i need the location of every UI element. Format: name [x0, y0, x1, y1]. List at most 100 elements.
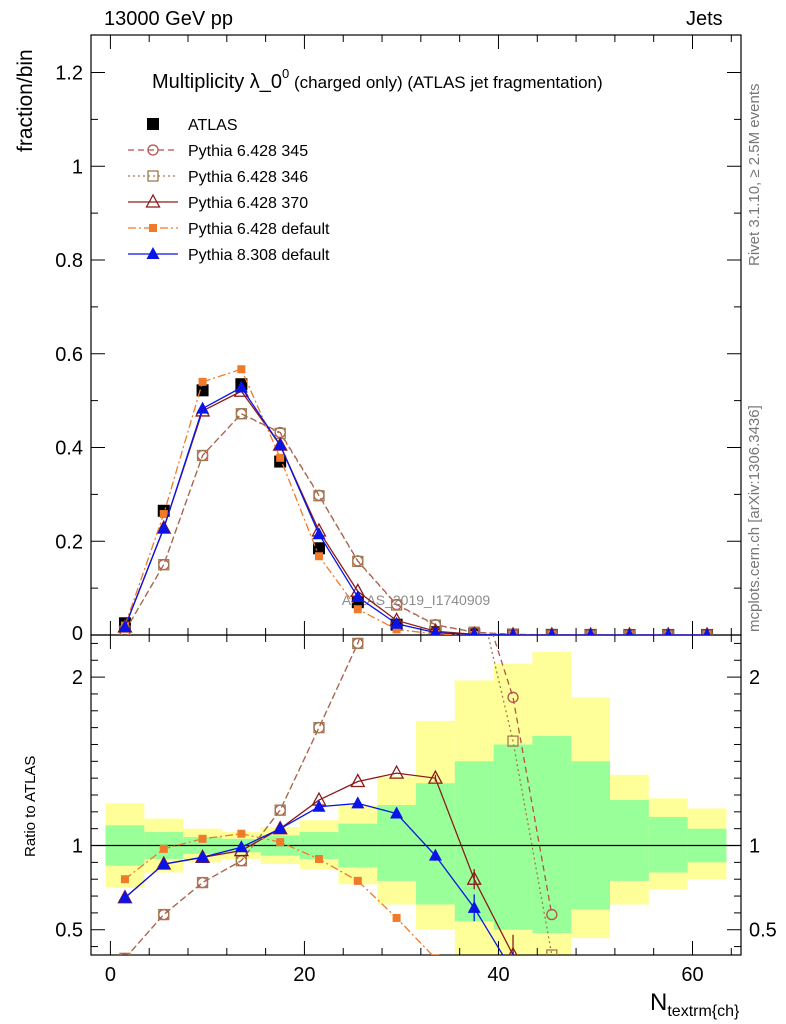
ratio-point-4	[234, 840, 248, 853]
ratio-point-3	[159, 844, 168, 853]
ratio-point-3	[120, 875, 129, 884]
ratio-point-0	[274, 804, 286, 816]
ratio-xtick-label: 0	[105, 964, 116, 986]
x-axis-label-main: N	[650, 989, 667, 1016]
ratio-ytick-label: 0.5	[55, 920, 83, 942]
ratio-point-3	[470, 993, 478, 1001]
ratio-point-0	[469, 571, 479, 581]
ratio-ytick-label: 2	[72, 667, 83, 689]
main-series	[117, 365, 714, 635]
ratio-xtick-label: 20	[293, 964, 315, 986]
chart-title-sup: 0	[282, 66, 289, 81]
main-ytick-label: 0	[72, 623, 83, 645]
ratio-ytick-label-right: 2	[749, 667, 760, 689]
main-ytick-label: 0.6	[55, 344, 83, 366]
ratio-point-3	[353, 876, 362, 885]
ratio-point-4	[467, 900, 481, 913]
data-point-2	[196, 449, 209, 462]
x-axis-label: Ntextrm{ch}	[650, 989, 740, 1020]
ratio-point-1	[430, 403, 440, 413]
ratio-point-4	[312, 799, 326, 812]
data-point-5	[273, 438, 287, 451]
chart-title-rest: (charged only) (ATLAS jet fragmentation)	[289, 73, 602, 92]
data-point-5	[470, 627, 479, 635]
main-ytick-label: 0.8	[55, 250, 83, 272]
ratio-point-4	[157, 857, 171, 870]
ratio-series	[117, 403, 558, 1001]
ratio-point-3	[392, 913, 401, 922]
data-point-5	[430, 625, 441, 635]
ratio-xtick-label: 40	[487, 964, 509, 986]
data-point-5	[548, 628, 556, 635]
legend-marker	[147, 118, 159, 130]
data-point-5	[509, 628, 517, 635]
data-point-5	[118, 620, 132, 633]
uncertainty-band-stat	[648, 816, 688, 873]
ratio-point-1	[119, 952, 131, 955]
series-line-4	[124, 368, 708, 635]
legend-marker	[147, 144, 159, 156]
ratio-point-2	[350, 773, 366, 788]
legend-label: Pythia 6.428 370	[188, 195, 308, 212]
header-right: Jets	[686, 8, 723, 30]
ratio-point-4	[351, 796, 365, 809]
data-point-5	[625, 628, 634, 635]
ratio-point-2	[427, 769, 443, 784]
ratio-point-4	[118, 890, 132, 903]
ratio-point-0	[507, 691, 519, 703]
ratio-ytick-label: 1	[72, 836, 83, 858]
uncertainty-band-stat	[610, 800, 649, 881]
uncertainty-band-stat	[571, 761, 611, 910]
ratio-point-1	[469, 571, 479, 581]
ratio-point-0	[196, 876, 209, 889]
data-point-5	[157, 521, 171, 534]
data-point-2	[158, 559, 170, 571]
data-point-4	[314, 552, 323, 561]
ratio-point-4	[390, 806, 404, 819]
ratio-point-2	[466, 870, 482, 885]
ratio-point-3	[237, 829, 246, 838]
data-point-5	[312, 527, 326, 540]
legend-label: Pythia 6.428 345	[188, 143, 308, 160]
data-point-5	[703, 628, 711, 635]
ratio-point-0	[392, 521, 402, 531]
ratio-point-1	[507, 735, 519, 747]
ratio-point-3	[431, 954, 440, 955]
ratio-point-4	[196, 850, 210, 863]
chart-title: Multiplicity λ_00 (charged only) (ATLAS …	[152, 66, 603, 93]
main-ytick-label: 0.2	[55, 531, 83, 553]
ratio-line-1	[127, 635, 553, 955]
data-point-1	[235, 408, 248, 420]
ratio-point-1	[196, 876, 209, 889]
data-point-5	[390, 616, 404, 629]
ratio-xtick-label: 60	[681, 964, 703, 986]
legend: ATLAS Pythia 6.428 345 Pythia 6.428 346 Pyt…	[128, 117, 330, 264]
data-point-5	[586, 628, 595, 635]
ratio-point-4	[273, 821, 287, 834]
data-point-1	[158, 559, 170, 571]
ratio-point-2	[389, 764, 405, 779]
data-point-5	[664, 628, 673, 635]
data-point-5	[351, 590, 365, 603]
watermark: ATLAS_2019_I1740909	[342, 592, 491, 608]
data-point-2	[390, 599, 403, 611]
ratio-point-1	[546, 949, 558, 955]
data-point-2	[235, 408, 248, 420]
legend-marker	[147, 170, 159, 182]
ratio-ytick-label-right: 1	[749, 836, 760, 858]
ratio-ytick-label-right: 0.5	[749, 920, 777, 942]
legend-label: Pythia 8.308 default	[188, 247, 330, 264]
data-point-4	[276, 453, 285, 462]
uncertainty-band-stat	[493, 744, 533, 930]
data-point-4	[237, 365, 246, 374]
ratio-point-2	[508, 946, 518, 955]
ratio-point-1	[352, 637, 364, 650]
data-point-5	[234, 380, 248, 393]
data-point-2	[352, 555, 364, 568]
ratio-point-3	[276, 838, 285, 847]
data-point-4	[353, 605, 362, 614]
ratio-point-1	[274, 804, 286, 816]
x-axis-label-sub: textrm{ch}	[667, 1003, 740, 1020]
ratio-point-4	[428, 848, 442, 861]
data-point-4	[198, 377, 207, 386]
